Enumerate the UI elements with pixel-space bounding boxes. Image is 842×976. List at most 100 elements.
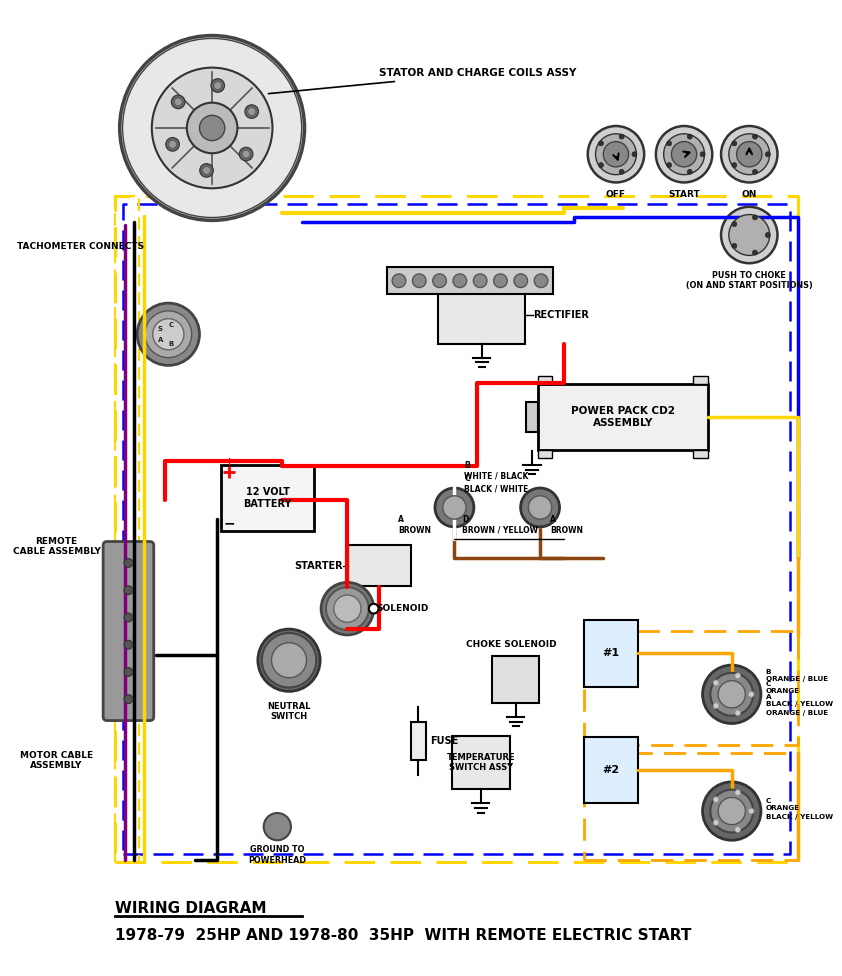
Circle shape: [200, 115, 225, 141]
Circle shape: [264, 813, 291, 840]
Circle shape: [326, 588, 369, 630]
Circle shape: [656, 126, 712, 183]
Text: TACHOMETER CONNECTS: TACHOMETER CONNECTS: [17, 242, 144, 251]
Circle shape: [152, 67, 273, 188]
Circle shape: [663, 134, 705, 175]
Circle shape: [433, 274, 446, 288]
Circle shape: [749, 691, 754, 697]
Circle shape: [248, 107, 256, 115]
Circle shape: [702, 782, 761, 840]
Circle shape: [735, 790, 741, 795]
Circle shape: [166, 138, 179, 151]
Bar: [526, 402, 538, 431]
Circle shape: [174, 98, 182, 105]
Text: PUSH TO CHOKE
(ON AND START POSITIONS): PUSH TO CHOKE (ON AND START POSITIONS): [686, 271, 813, 291]
Circle shape: [413, 274, 426, 288]
Circle shape: [200, 164, 213, 178]
Circle shape: [599, 163, 604, 168]
Bar: [538, 450, 552, 458]
Circle shape: [124, 640, 133, 649]
Bar: [538, 384, 708, 450]
Circle shape: [713, 703, 719, 709]
Text: +: +: [225, 457, 234, 467]
Circle shape: [735, 672, 741, 678]
Circle shape: [671, 142, 696, 167]
Circle shape: [152, 319, 184, 349]
Circle shape: [753, 250, 758, 255]
Circle shape: [713, 820, 719, 826]
Circle shape: [321, 583, 374, 635]
Circle shape: [534, 274, 548, 288]
Text: A
BROWN: A BROWN: [398, 515, 431, 535]
Circle shape: [737, 142, 762, 167]
Text: B: B: [168, 341, 174, 346]
Circle shape: [711, 790, 753, 833]
Circle shape: [619, 135, 624, 140]
Circle shape: [765, 152, 770, 157]
Circle shape: [687, 135, 692, 140]
Bar: [538, 376, 552, 384]
Circle shape: [721, 126, 777, 183]
Text: MOTOR CABLE
ASSEMBLY: MOTOR CABLE ASSEMBLY: [20, 751, 93, 770]
Circle shape: [732, 141, 737, 145]
Text: D
BROWN / YELLOW: D BROWN / YELLOW: [462, 515, 538, 535]
Circle shape: [721, 207, 777, 264]
Circle shape: [588, 126, 644, 183]
Circle shape: [632, 152, 637, 157]
Circle shape: [599, 141, 604, 145]
Circle shape: [701, 152, 705, 157]
Circle shape: [753, 135, 758, 140]
Circle shape: [214, 82, 221, 90]
Circle shape: [735, 710, 741, 715]
Circle shape: [732, 163, 737, 168]
Text: C: C: [168, 322, 174, 328]
Circle shape: [242, 150, 250, 158]
Circle shape: [713, 796, 719, 802]
Text: C
ORANGE: C ORANGE: [766, 798, 800, 811]
Text: FUSE: FUSE: [430, 736, 458, 746]
Circle shape: [735, 827, 741, 833]
Circle shape: [333, 595, 361, 623]
Circle shape: [729, 134, 770, 175]
Circle shape: [145, 311, 192, 357]
Text: A
BLACK / YELLOW: A BLACK / YELLOW: [766, 694, 833, 708]
Circle shape: [604, 142, 629, 167]
Circle shape: [124, 668, 133, 676]
Circle shape: [137, 304, 200, 365]
Text: SOLENOID: SOLENOID: [376, 604, 429, 613]
Text: C
ORANGE: C ORANGE: [766, 681, 800, 695]
Bar: [693, 376, 708, 384]
Circle shape: [732, 222, 737, 226]
Text: GROUND TO
POWERHEAD: GROUND TO POWERHEAD: [248, 845, 306, 865]
Bar: [693, 450, 708, 458]
Bar: [438, 286, 525, 344]
Circle shape: [210, 79, 225, 93]
Text: WIRING DIAGRAM: WIRING DIAGRAM: [115, 901, 266, 915]
Circle shape: [271, 643, 306, 677]
Text: RECTIFIER: RECTIFIER: [533, 309, 589, 320]
Bar: [584, 737, 638, 803]
Text: #1: #1: [603, 648, 620, 659]
Circle shape: [443, 496, 466, 519]
Bar: [493, 656, 539, 703]
Circle shape: [718, 680, 745, 708]
Text: B
WHITE / BLACK: B WHITE / BLACK: [464, 461, 529, 480]
Text: 12 VOLT
BATTERY: 12 VOLT BATTERY: [243, 487, 292, 508]
Circle shape: [123, 38, 301, 218]
Circle shape: [124, 586, 133, 594]
Text: STARTER: STARTER: [295, 561, 343, 571]
Circle shape: [120, 35, 305, 221]
Bar: [584, 621, 638, 686]
Text: ORANGE / BLUE: ORANGE / BLUE: [766, 711, 828, 716]
Circle shape: [753, 215, 758, 220]
Text: C
BLACK / WHITE: C BLACK / WHITE: [464, 474, 529, 494]
Text: A: A: [157, 337, 163, 343]
Circle shape: [702, 665, 761, 723]
FancyBboxPatch shape: [104, 542, 154, 720]
Circle shape: [124, 613, 133, 622]
Text: TEMPERATURE
SWITCH ASSY: TEMPERATURE SWITCH ASSY: [446, 752, 515, 772]
Text: REMOTE
CABLE ASSEMBLY: REMOTE CABLE ASSEMBLY: [13, 537, 100, 556]
Text: −: −: [223, 516, 235, 530]
Circle shape: [245, 104, 258, 118]
Text: B
ORANGE / BLUE: B ORANGE / BLUE: [766, 669, 828, 682]
